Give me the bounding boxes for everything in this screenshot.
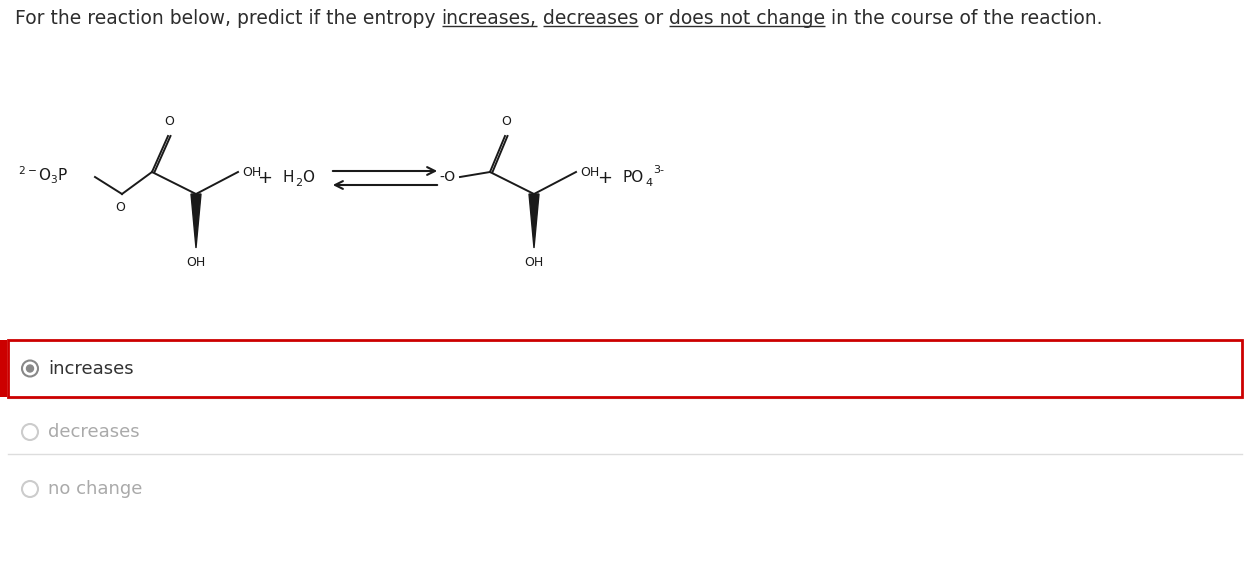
Polygon shape [529,194,539,248]
Bar [8,340,1242,397]
Text: H: H [282,170,295,185]
Text: increases,: increases, [441,9,536,28]
Text: For the reaction below, predict if the entropy: For the reaction below, predict if the e… [15,9,441,28]
Text: OH: OH [242,165,261,179]
Text: decreases: decreases [542,9,638,28]
Text: 3-: 3- [652,165,664,175]
Text: no change: no change [48,480,142,498]
Bar [0,340,8,397]
Text: $\mathregular{^{2-}O_3P}$: $\mathregular{^{2-}O_3P}$ [18,164,69,185]
Text: -O: -O [440,170,456,184]
Text: O: O [115,201,125,214]
Text: in the course of the reaction.: in the course of the reaction. [825,9,1102,28]
Text: PO: PO [622,170,644,185]
Text: 2: 2 [295,178,302,188]
Text: increases: increases [48,360,134,378]
Polygon shape [191,194,201,248]
Text: OH: OH [186,256,205,269]
Text: OH: OH [580,165,599,179]
Text: O: O [164,115,174,128]
Text: 4: 4 [645,178,652,188]
Text: decreases: decreases [48,423,140,441]
Text: O: O [302,170,314,185]
Text: or: or [638,9,669,28]
Text: does not change: does not change [669,9,825,28]
Text: +: + [258,169,272,187]
Text: OH: OH [525,256,544,269]
Circle shape [26,365,34,372]
Text: O: O [501,115,511,128]
Text: +: + [598,169,612,187]
